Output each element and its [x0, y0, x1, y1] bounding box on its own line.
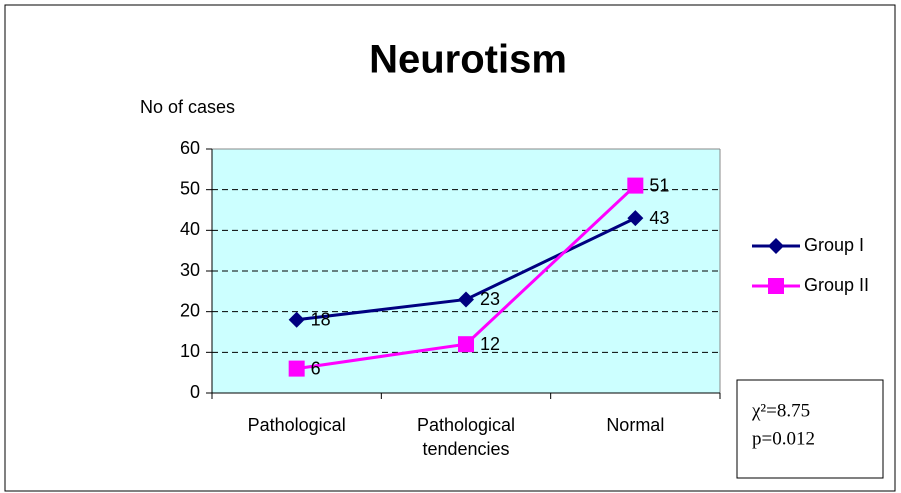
data-label: 23 — [480, 289, 500, 309]
marker — [288, 360, 305, 377]
y-tick-label: 20 — [180, 300, 200, 320]
data-label: 18 — [311, 310, 331, 330]
x-tick-label: Normal — [606, 415, 665, 435]
marker — [768, 238, 784, 254]
chart-title: Neurotism — [369, 38, 567, 82]
marker — [458, 336, 474, 353]
data-label: 6 — [311, 358, 321, 378]
chart-border — [4, 4, 896, 492]
data-label: 51 — [649, 175, 669, 195]
annotation-box — [736, 379, 884, 479]
annotation: p=0.012 — [752, 428, 815, 449]
data-label: 43 — [649, 208, 669, 228]
legend-label: Group II — [804, 275, 869, 295]
marker — [458, 291, 474, 308]
y-tick-label: 40 — [180, 219, 200, 239]
marker — [627, 210, 644, 227]
legend-label: Group I — [804, 235, 864, 255]
y-tick-label: 60 — [180, 138, 200, 158]
annotation: χ²=8.75 — [751, 400, 810, 421]
y-tick-label: 30 — [180, 260, 200, 280]
y-axis-label: No of cases — [140, 97, 235, 117]
x-tick-label-box: Pathological tendencies — [416, 415, 516, 459]
y-tick-label: 10 — [180, 341, 200, 361]
x-tick-label: Pathological tendencies — [416, 415, 516, 459]
x-tick-label: Pathological — [247, 415, 346, 435]
x-tick-label-box: Normal — [606, 415, 665, 435]
y-tick-label: 0 — [190, 382, 200, 402]
data-label: 12 — [480, 334, 500, 354]
marker — [627, 177, 644, 194]
y-tick-label: 50 — [180, 178, 200, 198]
x-tick-label-box: Pathological — [247, 415, 346, 435]
marker — [288, 311, 305, 328]
marker — [768, 278, 784, 294]
